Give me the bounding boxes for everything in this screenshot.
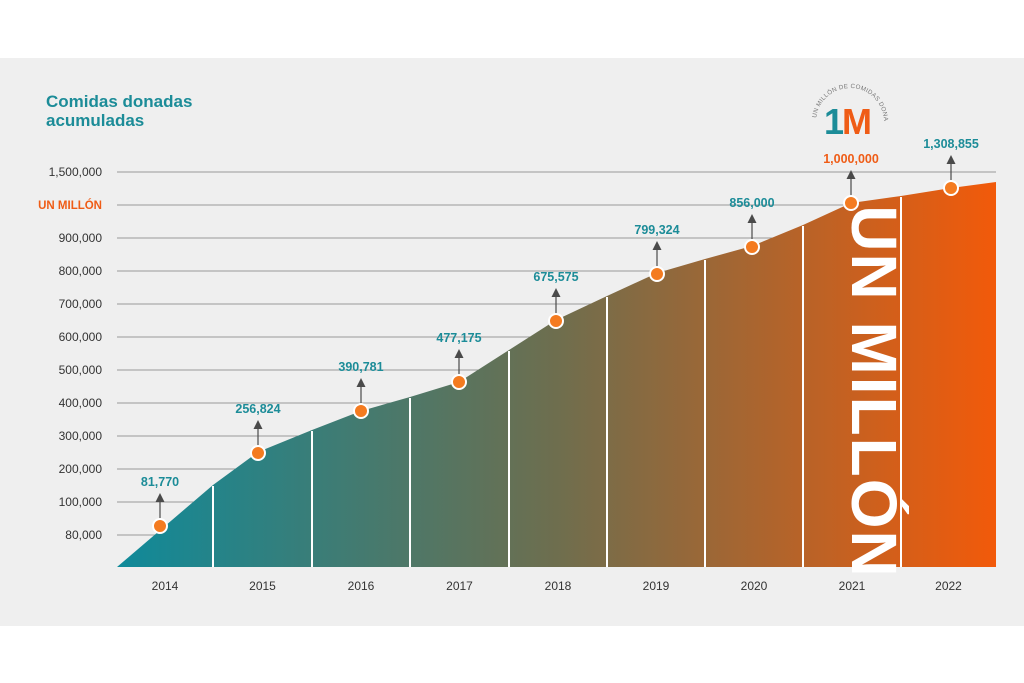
x-tick-label: 2020 <box>741 579 768 593</box>
y-tick-label: 600,000 <box>59 330 103 344</box>
x-tick-label: 2017 <box>446 579 473 593</box>
x-tick-label: 2021 <box>839 579 866 593</box>
marker-arrow-head <box>454 349 464 358</box>
data-point <box>943 180 959 196</box>
cumulative-area <box>117 182 996 567</box>
y-tick-label: 300,000 <box>59 429 103 443</box>
data-point <box>152 518 168 534</box>
data-markers: 81,770 256,824 390,781 477,175 675,575 799,32… <box>141 137 979 534</box>
marker-arrow-head <box>356 378 366 387</box>
x-tick-label: 2014 <box>152 579 179 593</box>
y-tick-label-un-millon: UN MILLÓN <box>38 199 102 212</box>
y-tick-labels: 1,500,000 UN MILLÓN 900,000 800,000 700,000 6… <box>38 165 102 542</box>
marker-arrow-head <box>946 155 956 164</box>
column-separators <box>212 197 902 567</box>
y-tick-label: 80,000 <box>65 528 102 542</box>
y-tick-label: 400,000 <box>59 396 103 410</box>
x-tick-label: 2016 <box>348 579 375 593</box>
data-label: 675,575 <box>533 270 578 284</box>
data-point <box>548 313 564 329</box>
y-tick-label: 200,000 <box>59 462 103 476</box>
logo-m: M <box>842 101 872 140</box>
y-tick-label: 100,000 <box>59 495 103 509</box>
data-label: 256,824 <box>235 402 280 416</box>
data-label: 1,000,000 <box>823 152 879 166</box>
x-tick-label: 2015 <box>249 579 276 593</box>
data-label: 477,175 <box>436 331 481 345</box>
y-tick-label: 900,000 <box>59 231 103 245</box>
data-point <box>451 374 467 390</box>
marker-arrow-head <box>846 170 856 179</box>
marker-arrow-head <box>551 288 561 297</box>
data-point <box>744 239 760 255</box>
chart-title: Comidas donadas acumuladas <box>46 92 192 130</box>
x-tick-label: 2019 <box>643 579 670 593</box>
x-tick-label: 2022 <box>935 579 962 593</box>
y-tick-label: 500,000 <box>59 363 103 377</box>
marker-arrow-head <box>155 493 165 502</box>
marker-arrow-head <box>253 420 263 429</box>
marker-arrow-head <box>747 214 757 223</box>
one-million-logo: UN MILLÓN DE COMIDAS DONADAS 1 M <box>804 76 889 140</box>
marker-arrow-head <box>652 241 662 250</box>
chart-title-line-1: Comidas donadas <box>46 92 193 111</box>
x-tick-label: 2018 <box>545 579 572 593</box>
data-point <box>843 195 859 211</box>
data-point <box>649 266 665 282</box>
y-tick-label: 1,500,000 <box>49 165 103 179</box>
data-label: 1,308,855 <box>923 137 979 151</box>
data-point <box>353 403 369 419</box>
data-label: 799,324 <box>634 223 679 237</box>
x-tick-labels: 2014 2015 2016 2017 2018 2019 2020 2021 2022 <box>152 579 963 593</box>
y-tick-label: 700,000 <box>59 297 103 311</box>
data-label: 81,770 <box>141 475 179 489</box>
logo-one: 1 <box>824 101 844 140</box>
data-point <box>250 445 266 461</box>
data-label: 390,781 <box>338 360 383 374</box>
y-tick-label: 800,000 <box>59 264 103 278</box>
un-millon-banner-text: UN MILLÓN <box>838 205 910 579</box>
chart-title-line-2: acumuladas <box>46 111 145 130</box>
data-label: 856,000 <box>729 196 774 210</box>
